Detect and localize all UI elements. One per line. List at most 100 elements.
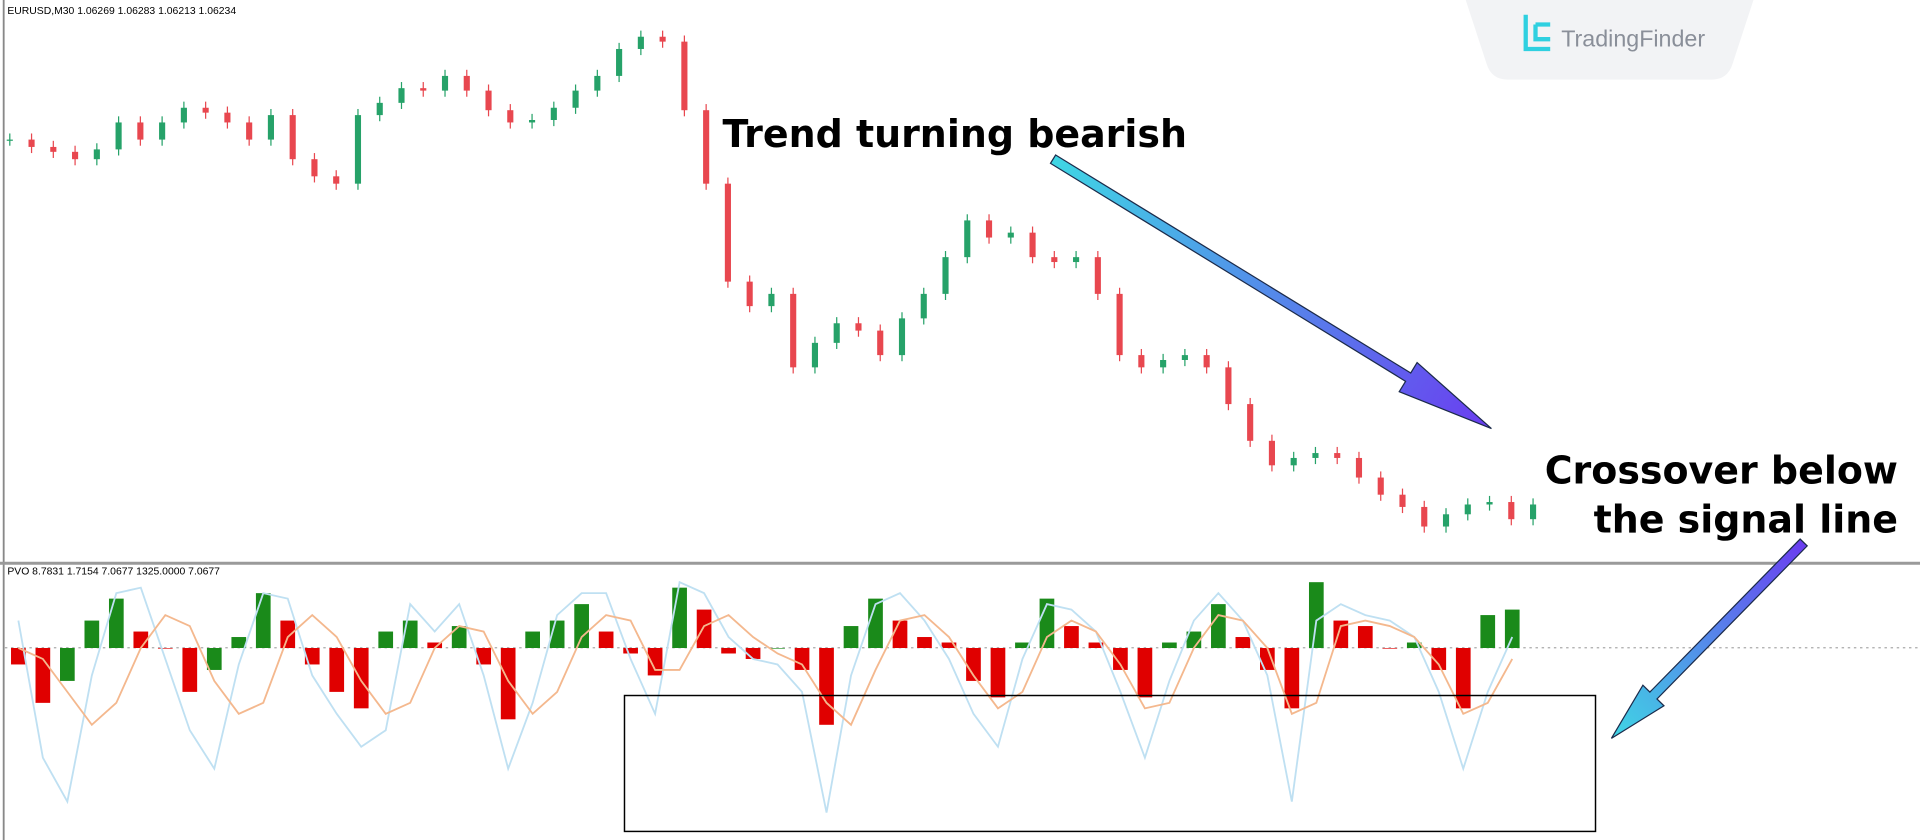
pvo-bar bbox=[721, 648, 736, 654]
pvo-bar bbox=[157, 648, 173, 649]
pvo-bar bbox=[1308, 582, 1324, 648]
candle-body bbox=[1442, 514, 1450, 527]
pvo-bar bbox=[427, 642, 443, 648]
candle-body bbox=[1312, 453, 1319, 458]
candle-body bbox=[1007, 232, 1014, 238]
pvo-bar bbox=[60, 648, 75, 681]
pvo-bar bbox=[843, 626, 859, 648]
candle-body bbox=[1051, 257, 1058, 263]
candle-body bbox=[572, 90, 579, 108]
candle-body bbox=[1138, 355, 1145, 368]
candle-body bbox=[594, 75, 601, 91]
pvo-bar bbox=[647, 648, 663, 676]
candle-body bbox=[376, 102, 383, 116]
candle-body bbox=[159, 122, 166, 140]
pvo-line bbox=[17, 613, 1514, 727]
highlight-box bbox=[623, 694, 1597, 833]
candle-body bbox=[507, 110, 514, 123]
annotation: the signal line bbox=[1594, 498, 1898, 542]
indicator-title: PVO 8.7831 1.7154 7.0677 1325.0000 7.067… bbox=[7, 567, 220, 578]
candle-body bbox=[267, 115, 274, 140]
pvo-bar bbox=[500, 648, 516, 720]
candle-body bbox=[1290, 457, 1297, 466]
candle-body bbox=[224, 112, 231, 123]
marks bbox=[6, 30, 1537, 813]
pvo-bar bbox=[206, 648, 222, 670]
candle-body bbox=[50, 146, 57, 152]
candle-body bbox=[463, 75, 470, 91]
candle-body bbox=[1029, 232, 1036, 258]
candle-body bbox=[420, 88, 427, 91]
pvo-bar bbox=[794, 648, 810, 670]
candle-body bbox=[703, 110, 710, 184]
candle-body bbox=[93, 149, 100, 160]
arrow bbox=[1049, 154, 1492, 430]
candle-body bbox=[485, 90, 492, 111]
candle-body bbox=[811, 342, 819, 368]
pvo-bar bbox=[623, 648, 638, 654]
candle-body bbox=[942, 257, 949, 294]
candle-body bbox=[1399, 494, 1406, 507]
candle-body bbox=[6, 139, 13, 141]
candle-body bbox=[528, 120, 536, 123]
pvo-bar bbox=[1406, 642, 1422, 648]
candle-body bbox=[246, 122, 253, 140]
candle-body bbox=[137, 122, 144, 140]
pvo-bar bbox=[1235, 637, 1251, 648]
candle-body bbox=[1203, 355, 1210, 368]
pvo-bar bbox=[770, 648, 785, 649]
candle-body bbox=[898, 318, 906, 356]
pvo-bar bbox=[917, 637, 932, 648]
candle-body bbox=[724, 183, 731, 282]
pvo-bar bbox=[1260, 648, 1275, 670]
pvo-bar bbox=[574, 604, 589, 648]
candle-body bbox=[72, 151, 79, 160]
logo-tab bbox=[1465, 0, 1754, 80]
pvo-bar bbox=[182, 648, 198, 692]
candle-body bbox=[1530, 504, 1537, 520]
arrow bbox=[1610, 538, 1809, 739]
pvo-bar bbox=[696, 609, 712, 648]
candle-body bbox=[659, 36, 666, 42]
candle-body bbox=[180, 107, 187, 123]
candle-body bbox=[637, 36, 644, 49]
candle-body bbox=[1116, 293, 1123, 356]
pvo-bar bbox=[525, 631, 540, 648]
pvo-bar bbox=[1284, 648, 1300, 709]
candle-body bbox=[985, 220, 993, 238]
pvo-bar bbox=[378, 631, 394, 648]
candle-body bbox=[28, 139, 35, 147]
candle-body bbox=[354, 115, 362, 184]
candle-body bbox=[877, 330, 884, 356]
pvo-bar bbox=[1504, 609, 1520, 648]
pvo-bar bbox=[255, 593, 271, 648]
pvo-bar bbox=[892, 620, 908, 648]
pvo-bar bbox=[11, 648, 26, 665]
candle-body bbox=[790, 293, 797, 368]
pvo-bar bbox=[1480, 615, 1496, 648]
candle-body bbox=[1268, 440, 1275, 466]
pvo-bar bbox=[1162, 642, 1177, 648]
candle-body bbox=[1094, 257, 1101, 294]
pvo-bar bbox=[1211, 604, 1226, 648]
candle-body bbox=[681, 41, 688, 111]
annotation: Crossover below bbox=[1545, 449, 1898, 493]
candle-body bbox=[550, 107, 557, 120]
pvo-bar bbox=[1088, 642, 1104, 648]
pvo-bar bbox=[231, 637, 247, 648]
symbol-info: EURUSD,M30 1.06269 1.06283 1.06213 1.062… bbox=[7, 6, 236, 17]
logo-text: TradingFinder bbox=[1561, 26, 1705, 52]
pvo-bar bbox=[1015, 642, 1030, 648]
pvo-bar bbox=[868, 598, 883, 648]
pvo-bar bbox=[1455, 648, 1471, 709]
pvo-bar bbox=[1333, 620, 1349, 648]
pvo-bar bbox=[598, 631, 614, 648]
pvo-bar bbox=[966, 648, 981, 681]
pvo-bar bbox=[745, 648, 761, 659]
pvo-bar bbox=[329, 648, 345, 692]
pvo-bar bbox=[476, 648, 492, 665]
pvo-bar bbox=[451, 626, 467, 648]
pvo-bar bbox=[1064, 626, 1079, 648]
pvo-bar bbox=[280, 620, 296, 648]
